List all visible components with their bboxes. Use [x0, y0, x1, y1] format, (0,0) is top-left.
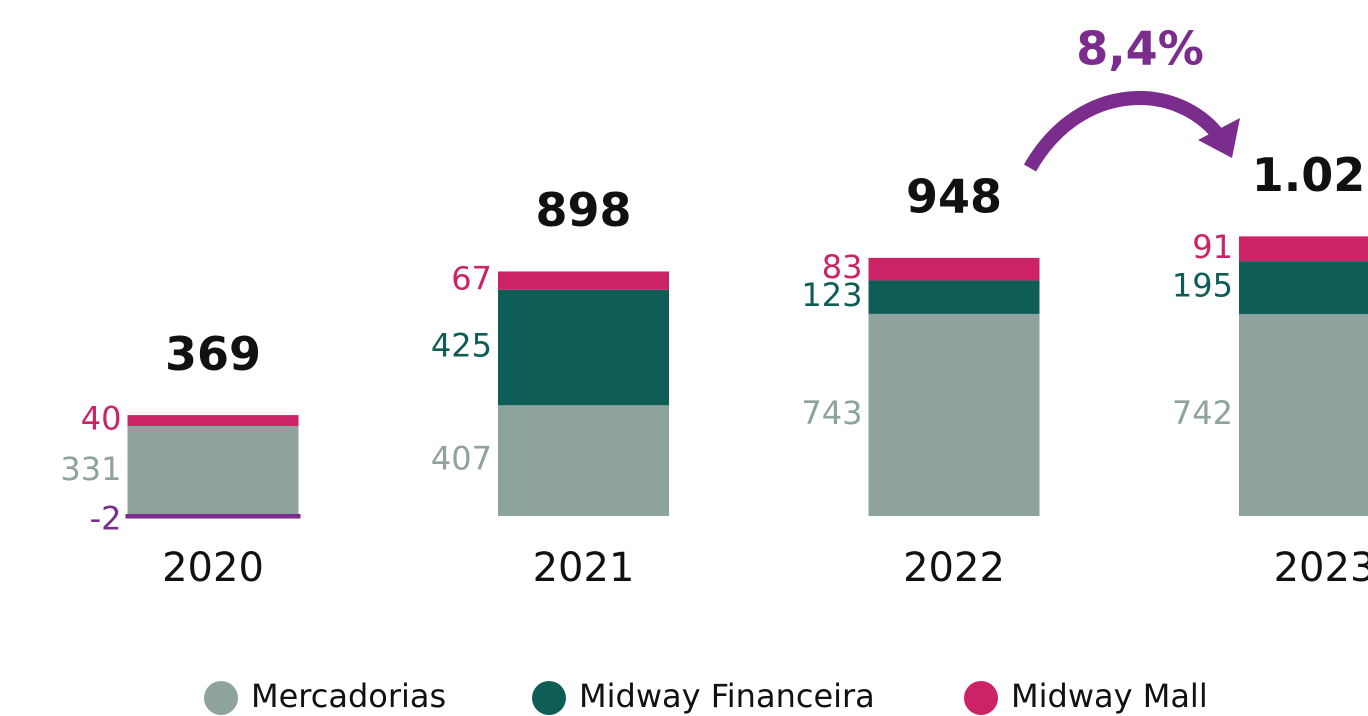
segment-label: 195 — [1172, 267, 1233, 305]
x-tick-label: 2020 — [162, 545, 264, 591]
bar-segment — [125, 514, 301, 519]
segment-label: 40 — [81, 400, 122, 438]
segment-label: 123 — [801, 276, 862, 314]
legend-swatch — [964, 681, 998, 715]
segment-label: 743 — [801, 394, 862, 432]
segment-label: 91 — [1192, 228, 1233, 266]
x-tick-label: 2022 — [903, 545, 1005, 591]
segment-label: -2 — [90, 499, 122, 537]
segment-label: 331 — [60, 450, 121, 488]
segment-label: 742 — [1172, 394, 1233, 432]
legend-swatch — [204, 681, 238, 715]
total-label: 369 — [165, 327, 261, 381]
bar-segment — [1239, 236, 1368, 262]
total-label: 898 — [535, 183, 631, 237]
total-label: 948 — [906, 170, 1002, 224]
bar-segment — [1239, 261, 1368, 315]
segment-label: 407 — [431, 440, 492, 478]
bar-segment — [868, 313, 1040, 516]
bar-segment — [498, 289, 669, 406]
legend-label: Mercadorias — [251, 677, 446, 715]
legend-swatch — [532, 681, 566, 715]
segment-label: 67 — [451, 260, 492, 298]
x-tick-label: 2021 — [533, 545, 635, 591]
legend-label: Midway Financeira — [579, 677, 875, 715]
arrow-head — [1198, 118, 1240, 158]
legend-label: Midway Mall — [1011, 677, 1208, 715]
bar-segment — [127, 425, 299, 516]
bar-segment — [1239, 314, 1368, 516]
growth-label: 8,4% — [1076, 22, 1204, 76]
bar-segment — [868, 257, 1040, 281]
total-label: 1.028 — [1252, 148, 1368, 202]
bar-segment — [498, 405, 669, 516]
x-tick-label: 2023 — [1274, 545, 1368, 591]
segment-label: 83 — [822, 248, 863, 286]
segment-label: 425 — [431, 326, 492, 364]
growth-arrow — [1023, 91, 1228, 172]
bar-segment — [868, 280, 1040, 314]
bar-segment — [498, 271, 669, 290]
bar-segment — [127, 415, 299, 426]
